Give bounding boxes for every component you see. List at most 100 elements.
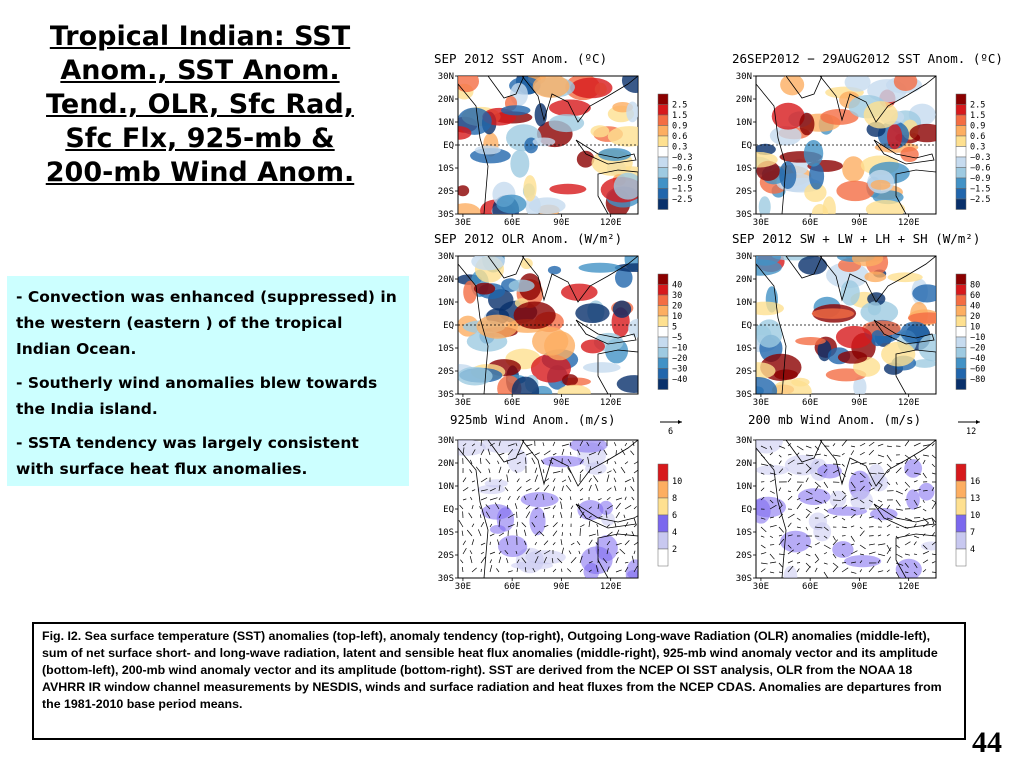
longitude-tick-label: 30E [753, 582, 769, 592]
legend-swatch [657, 294, 669, 306]
anomaly-blob [756, 498, 771, 524]
latitude-tick-label: EQ [741, 505, 752, 515]
longitude-tick-label: 90E [553, 218, 569, 228]
latitude-tick-label: 20S [736, 551, 752, 561]
legend-label: 10 [970, 323, 980, 333]
page-number: 44 [972, 726, 1002, 759]
latitude-tick-label: 10N [438, 482, 454, 492]
legend-swatch [955, 548, 967, 567]
legend-label: 10 [970, 511, 980, 521]
anomaly-blob [817, 463, 842, 479]
legend-label: −0.9 [672, 174, 692, 184]
longitude-tick-label: 30E [455, 582, 471, 592]
anomaly-field [458, 76, 638, 214]
coastline [487, 440, 525, 463]
legend-label: 30 [672, 291, 682, 301]
legend-swatch [955, 531, 967, 550]
anomaly-blob [804, 182, 827, 203]
legend-label: −60 [970, 365, 985, 375]
coastline [756, 447, 787, 578]
legend-label: 0.6 [970, 132, 985, 142]
legend-label: −2.5 [672, 195, 692, 205]
legend-swatch [955, 497, 967, 516]
legend-swatch [955, 188, 967, 200]
anomaly-blob [523, 175, 537, 202]
map-svg: SEP 2012 SW + LW + LH + SH (W/m²) 30N 20N 1… [732, 231, 985, 408]
latitude-tick-label: 30N [438, 72, 454, 82]
latitude-tick-label: 10S [736, 528, 752, 538]
coastline [895, 169, 936, 214]
anomaly-blob [756, 377, 778, 394]
legend-swatch [955, 125, 967, 137]
legend-label: 2 [672, 545, 677, 555]
legend-label: 40 [672, 281, 682, 291]
anomaly-blob [471, 256, 505, 271]
anomaly-blob [913, 359, 936, 368]
legend-swatch [955, 146, 967, 158]
legend-label: −20 [672, 354, 687, 364]
anomaly-blob [837, 350, 868, 364]
surface-flux-map: SEP 2012 SW + LW + LH + SH (W/m²) 30N 20N 1… [718, 228, 1018, 408]
longitude-tick-label: 60E [802, 582, 818, 592]
anomaly-blob [771, 102, 805, 130]
wind-vectors [458, 440, 638, 573]
legend-swatch [657, 104, 669, 116]
wind-925mb-map: 925mb Wind Anom. (m/s) 6 30N 20N 10N EQ 10S 20S… [420, 408, 720, 598]
latitude-tick-label: 30S [736, 390, 752, 400]
legend-swatch [955, 294, 967, 306]
anomaly-blob [541, 455, 584, 468]
anomaly-blob [862, 320, 901, 336]
anomaly-blob [612, 300, 632, 318]
legend-swatch [657, 463, 669, 482]
longitude-tick-label: 90E [851, 218, 867, 228]
legend-swatch [657, 198, 669, 210]
coastline [458, 447, 489, 578]
anomaly-blob [863, 101, 898, 129]
anomaly-blob [497, 535, 528, 558]
legend-swatch [955, 514, 967, 533]
coastline [597, 169, 638, 214]
anomaly-blob [532, 137, 556, 147]
anomaly-blob [756, 319, 783, 348]
anomaly-blob [783, 565, 798, 578]
latitude-tick-label: 30N [736, 436, 752, 446]
anomaly-blob [844, 555, 882, 568]
anomaly-blob [811, 308, 855, 319]
legend-label: 6 [672, 511, 677, 521]
legend-label: 0.3 [672, 143, 687, 153]
longitude-tick-label: 120E [600, 582, 622, 592]
longitude-tick-label: 60E [802, 218, 818, 228]
anomaly-blob [529, 507, 546, 536]
latitude-tick-label: EQ [443, 141, 454, 151]
legend-label: 1.5 [970, 111, 985, 121]
anomaly-blob [832, 541, 854, 558]
legend-label: −10 [970, 333, 985, 343]
legend-swatch [955, 357, 967, 369]
anomaly-blob [614, 263, 638, 273]
legend-label: 2.5 [672, 101, 687, 111]
legend-swatch [955, 336, 967, 348]
legend-swatch [657, 368, 669, 380]
longitude-tick-label: 120E [600, 218, 622, 228]
anomaly-blob [575, 303, 610, 323]
bullet-item: - Convection was enhanced (suppressed) i… [16, 288, 397, 358]
anomaly-blob [799, 112, 815, 136]
legend-swatch [657, 273, 669, 285]
anomaly-blob [907, 312, 936, 324]
legend-swatch [955, 463, 967, 482]
legend-swatch [955, 378, 967, 390]
anomaly-blob [850, 490, 874, 511]
anomaly-blob [904, 459, 923, 478]
anomaly-blob [520, 258, 533, 270]
latitude-tick-label: 20N [438, 95, 454, 105]
anomaly-blob [780, 530, 811, 553]
legend-label: −40 [970, 354, 985, 364]
latitude-tick-label: 10N [736, 118, 752, 128]
anomaly-blob [560, 283, 598, 301]
anomaly-blob [520, 492, 559, 508]
reference-vector-label: 6 [668, 427, 673, 437]
anomaly-blob [583, 562, 600, 578]
legend-swatch [657, 156, 669, 168]
longitude-tick-label: 60E [802, 398, 818, 408]
legend-swatch [657, 326, 669, 338]
